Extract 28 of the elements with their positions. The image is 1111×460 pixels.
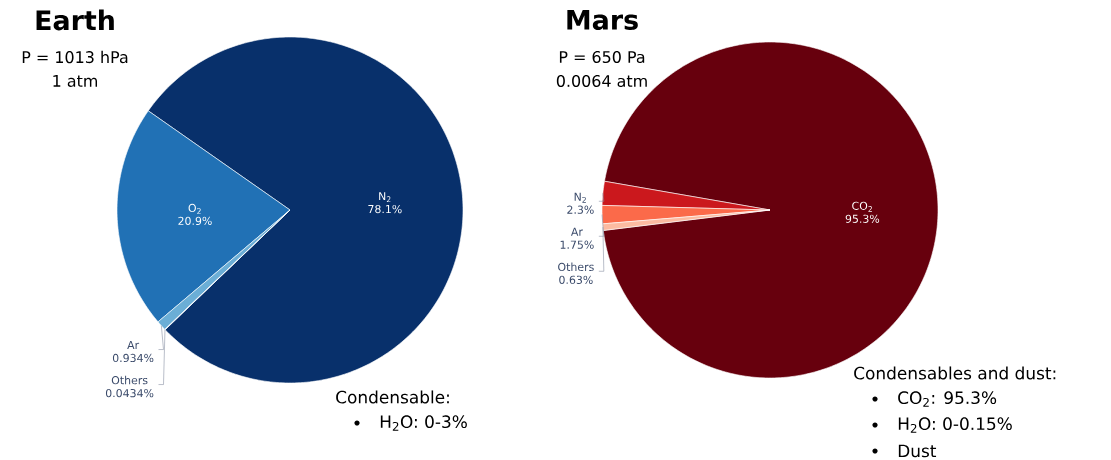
data-label: 0.63% <box>559 275 593 284</box>
text: H$_{2}$O: 0-0.15% <box>898 417 1012 433</box>
chart-title: Mars <box>567 10 638 30</box>
data-label: 1.75% <box>560 240 594 249</box>
text: Condensables and dust: <box>854 366 1056 380</box>
slice-label: Ar <box>127 341 140 349</box>
data-label: 0.0434% <box>105 389 154 398</box>
slice-label: N$_{2}$ <box>379 192 391 203</box>
slice-label: Others <box>558 262 594 272</box>
text: 0.0064 atm <box>556 74 647 88</box>
text: H$_{2}$O: 0-3% <box>380 415 467 431</box>
data-label: 78.1% <box>368 204 402 214</box>
data-label: 95.3% <box>845 214 880 223</box>
text: CO$_{2}$: 95.3% <box>898 391 997 407</box>
slice-label: Others <box>111 375 148 385</box>
text: 1 atm <box>53 75 98 87</box>
slice-label: CO$_{2}$ <box>852 201 872 212</box>
slice-label: N$_{2}$ <box>574 192 586 203</box>
text: Dust <box>898 444 937 458</box>
data-label: 20.9% <box>178 216 212 226</box>
data-label: 2.3% <box>567 205 594 214</box>
slice-label: Ar <box>570 227 583 236</box>
slice-label: O$_{2}$ <box>188 203 201 214</box>
text: Condensable: <box>336 390 449 404</box>
chart-title: Earth <box>36 9 114 31</box>
data-label: 0.934% <box>112 353 154 363</box>
text: P = 1013 hPa <box>22 50 128 64</box>
chart-subtitle: P = 650 Pa <box>559 50 645 64</box>
